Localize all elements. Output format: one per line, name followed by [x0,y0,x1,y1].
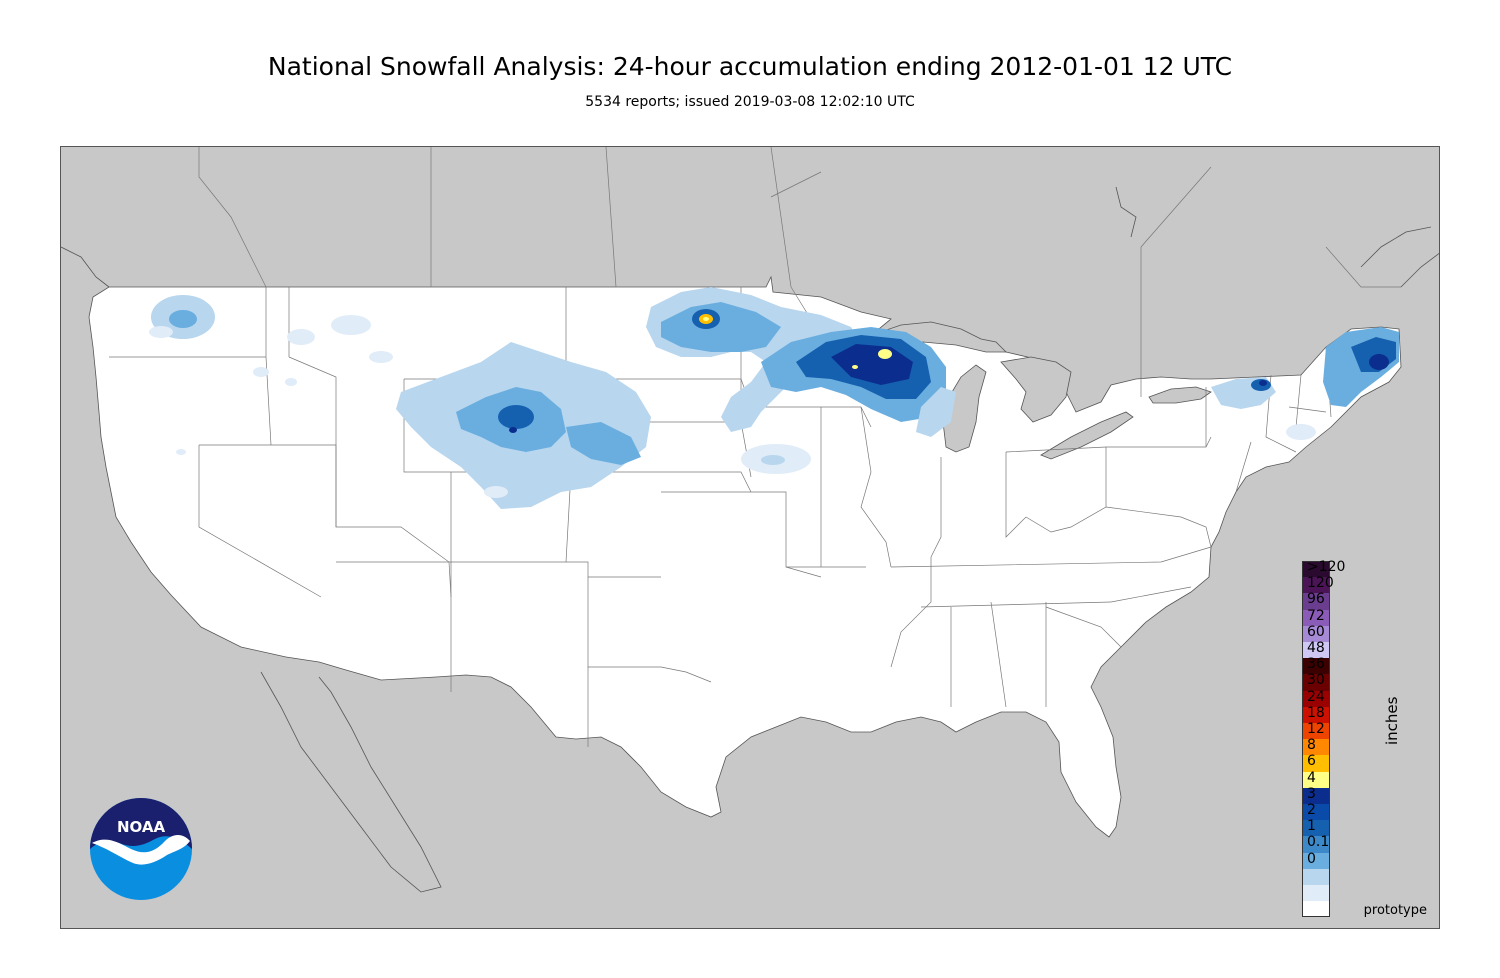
map-frame: prototype [60,146,1440,929]
legend-swatch [1302,820,1330,837]
legend-swatch [1302,836,1330,853]
noaa-logo: NOAA [90,798,192,900]
legend-swatch [1302,885,1330,902]
legend-label: 0.1 [1307,834,1330,851]
legend-units: inches [1383,696,1401,745]
legend-swatch [1302,561,1330,578]
legend-label: 12 [1307,721,1325,737]
legend-label: 8 [1307,737,1316,754]
legend-swatch [1302,868,1330,885]
legend-swatch [1302,755,1330,772]
legend-label: >120 [1307,559,1346,575]
legend-label: 36 [1307,656,1325,673]
legend-label: 2 [1307,802,1316,818]
legend-label: 6 [1307,753,1316,770]
legend-swatch [1302,690,1330,707]
map-subtitle: 5534 reports; issued 2019-03-08 12:02:10… [585,94,915,110]
legend-label: 3 [1307,785,1316,802]
lake-erie [1040,411,1134,460]
legend-swatch [1302,787,1330,804]
legend-swatch [1302,739,1330,756]
outer-coastlines [61,186,1439,288]
legend-swatch [1302,625,1330,642]
legend-label: 18 [1307,704,1325,721]
legend-label: 24 [1307,688,1325,705]
legend-swatch [1302,723,1330,740]
legend-label: 48 [1307,640,1325,656]
legend-label: 120 [1307,575,1334,592]
snowfall-shading [149,287,1399,509]
legend-label: 0 [1307,850,1316,867]
legend-swatch [1302,642,1330,659]
baja-coast [260,671,442,893]
prototype-label: prototype [1363,903,1427,918]
legend-label: 30 [1307,672,1325,689]
legend-label: 4 [1307,769,1316,786]
legend-swatch [1302,901,1330,918]
legend-swatch [1302,674,1330,691]
noaa-logo-text: NOAA [117,818,166,836]
legend-swatch [1302,577,1330,594]
legend-swatch [1302,609,1330,626]
legend-label: 60 [1307,623,1325,640]
legend-label: 1 [1307,818,1316,835]
legend-swatch [1302,804,1330,821]
snowfall-map [61,147,1439,893]
legend-label: 96 [1307,591,1325,608]
conus-land [88,275,1402,838]
map-title: National Snowfall Analysis: 24-hour accu… [267,52,1233,81]
legend-label: 72 [1307,607,1325,624]
lake-huron [1000,356,1072,423]
legend-swatch [1302,852,1330,869]
legend-swatch [1302,706,1330,723]
legend-swatch [1302,771,1330,788]
legend-swatch [1302,658,1330,675]
legend-swatch [1302,593,1330,610]
